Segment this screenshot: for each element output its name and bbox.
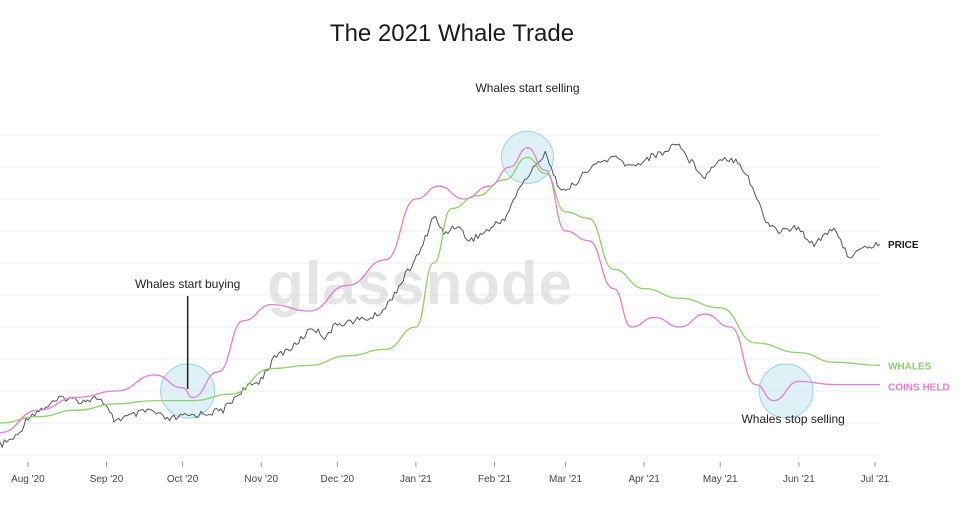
x-tick-label: May '21 — [703, 474, 738, 485]
series-label: WHALES — [888, 361, 932, 372]
x-tick-label: Aug '20 — [11, 474, 45, 485]
annotation-label: Whales stop selling — [741, 412, 844, 426]
x-tick-label: Jan '21 — [400, 474, 432, 485]
annotation-label: Whales start buying — [135, 277, 240, 291]
x-tick-label: Jul '21 — [861, 474, 890, 485]
series-label: COINS HELD — [888, 383, 950, 394]
series-label: PRICE — [888, 240, 919, 251]
watermark: glassnode — [267, 250, 573, 317]
x-tick-label: Dec '20 — [320, 474, 354, 485]
chart-title: The 2021 Whale Trade — [329, 20, 575, 47]
x-tick-label: Mar '21 — [549, 474, 582, 485]
x-tick-label: Jun '21 — [783, 474, 815, 485]
x-tick-label: Apr '21 — [628, 474, 660, 485]
x-tick-label: Oct '20 — [167, 474, 199, 485]
annotation-label: Whales start selling — [475, 81, 579, 95]
x-tick-label: Sep '20 — [90, 474, 124, 485]
series-line-whales — [0, 156, 881, 424]
x-tick-label: Nov '20 — [244, 474, 278, 485]
x-tick-label: Feb '21 — [478, 474, 511, 485]
series-line-coins-held — [0, 147, 880, 434]
series-line-price — [0, 143, 881, 448]
